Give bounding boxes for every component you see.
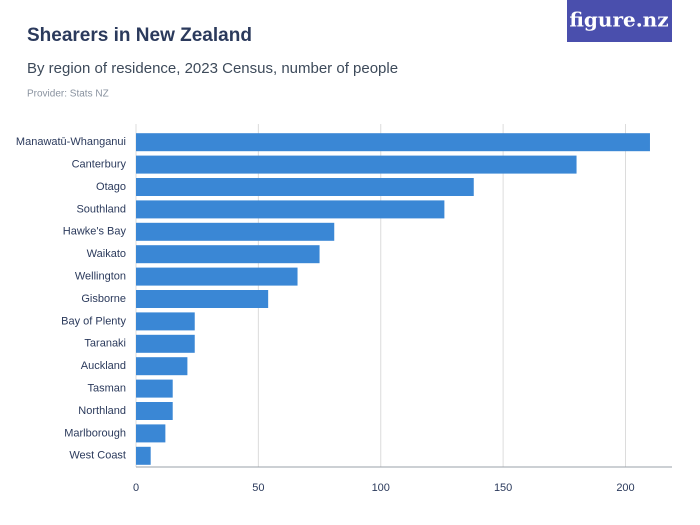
y-tick-label: Bay of Plenty: [61, 315, 126, 327]
bar: [136, 290, 269, 308]
bar: [136, 222, 335, 241]
chart-subtitle: By region of residence, 2023 Census, num…: [27, 60, 398, 77]
bar: [136, 178, 474, 196]
y-tick-label: Wellington: [75, 271, 126, 283]
bar: [136, 402, 173, 420]
y-tick-label: Tasman: [87, 383, 126, 395]
y-tick-label: Northland: [78, 405, 126, 417]
logo-box: [567, 0, 672, 42]
provider: Provider: Stats NZ: [27, 89, 109, 100]
logo: figure.nz: [569, 8, 668, 32]
x-tick-label: 150: [494, 482, 512, 494]
bar: [136, 424, 166, 443]
y-tick-label: West Coast: [69, 450, 126, 462]
bar: [136, 334, 195, 353]
x-tick-label: 50: [252, 482, 264, 494]
y-tick-label: Taranaki: [84, 338, 126, 350]
bar: [136, 379, 173, 398]
bar: [136, 312, 195, 331]
chart-title: Shearers in New Zealand: [27, 25, 252, 46]
bar: [136, 155, 577, 174]
y-tick-label: Manawatū-Whanganui: [16, 136, 126, 148]
bar: [136, 267, 298, 286]
bar: [136, 200, 445, 219]
bar: [136, 357, 188, 376]
y-tick-label: Auckland: [81, 360, 126, 372]
x-tick-label: 0: [133, 482, 139, 494]
y-tick-label: Marlborough: [64, 427, 126, 439]
y-tick-label: Canterbury: [72, 159, 127, 171]
bar: [136, 133, 650, 152]
bar: [136, 446, 151, 465]
y-tick-label: Gisborne: [81, 293, 126, 305]
x-tick-label: 200: [616, 482, 634, 494]
bar: [136, 245, 320, 264]
y-tick-label: Otago: [96, 181, 126, 193]
y-tick-label: Southland: [76, 203, 126, 215]
x-tick-label: 100: [372, 482, 390, 494]
y-tick-label: Waikato: [87, 248, 126, 260]
y-tick-label: Hawke's Bay: [63, 226, 127, 238]
